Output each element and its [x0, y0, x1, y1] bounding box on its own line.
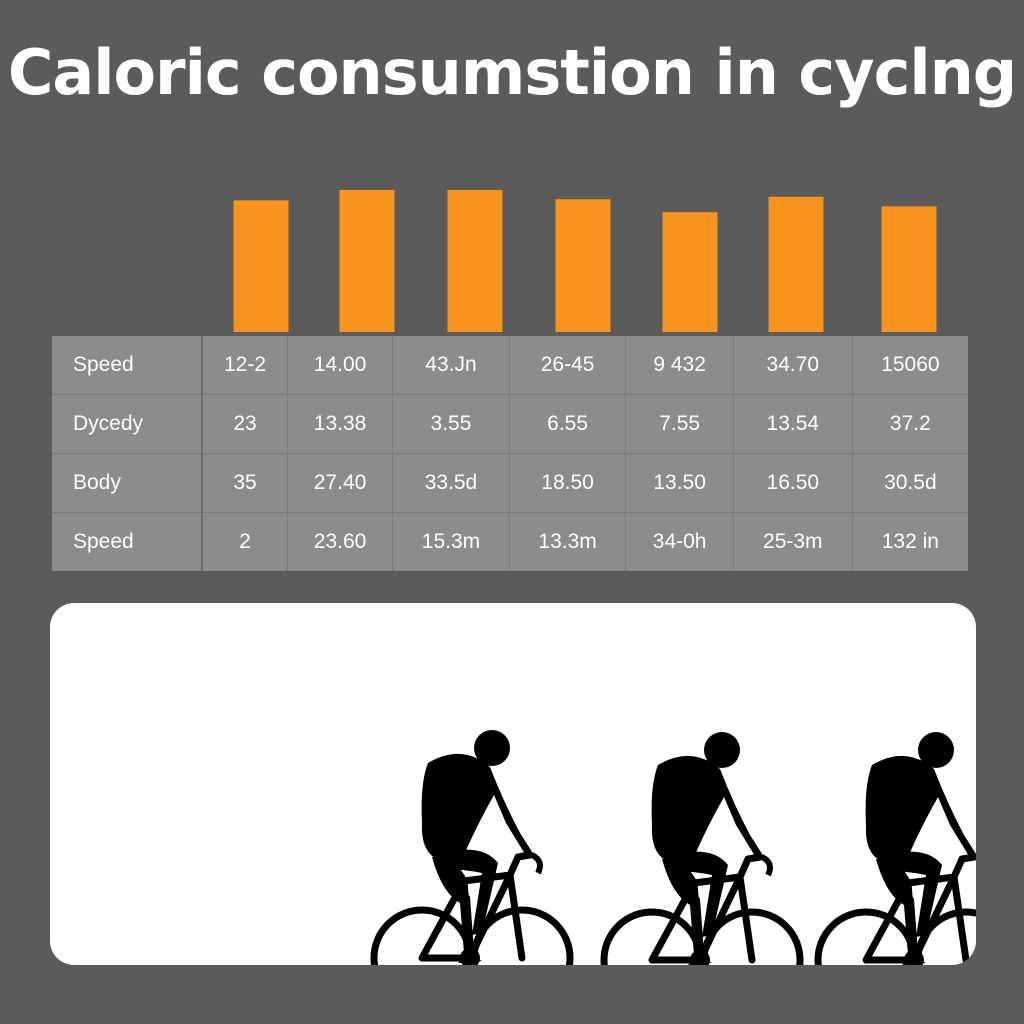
- table-cell: 30.5d: [852, 453, 968, 513]
- table-cell: 12-2: [202, 336, 288, 395]
- table-cell: 34.70: [733, 336, 853, 395]
- table-cell: 15.3m: [392, 512, 510, 571]
- table-cell: 132 in: [881, 530, 939, 553]
- table-row: Body 35 27.40 33.5d 18.50 13.50 16.50 30.5d: [52, 453, 968, 513]
- bar-7: [881, 206, 937, 332]
- bar-3: [447, 190, 503, 332]
- table-cell: 3.55: [392, 394, 510, 454]
- chart-title: Caloric consumstion in cyclng: [7, 36, 1017, 109]
- bar-6: [768, 196, 824, 332]
- table-cell: 27.40: [287, 453, 394, 513]
- table-body: Speed 12-2 14.00 43.Jn 26-45 9 432 34.70 15060 D…: [52, 336, 968, 571]
- table-cell: 14.00: [287, 336, 394, 395]
- table-cell: 23: [202, 394, 288, 454]
- table-cell: 2: [202, 512, 288, 571]
- row-label: Body: [52, 453, 203, 513]
- bar-1: [233, 200, 289, 332]
- row-label: Speed: [52, 512, 203, 571]
- row-label: Speed: [52, 336, 203, 395]
- table-cell: 15060: [852, 336, 968, 395]
- cyclist-silhouette-icon: [818, 732, 976, 965]
- table-cell: 43.Jn: [392, 336, 510, 395]
- table-cell: 35: [202, 453, 288, 513]
- table-cell: 18.50: [509, 453, 627, 513]
- table-cell: 13.54: [733, 394, 853, 454]
- illustration-panel: [50, 603, 976, 965]
- table-cell: 33.5d: [392, 453, 510, 513]
- table-cell: 37.2: [852, 394, 968, 454]
- bar-4: [555, 199, 611, 332]
- table-cell: 25-3m: [733, 512, 853, 571]
- table-cell: 6.55: [509, 394, 627, 454]
- table-cell: 13.50: [625, 453, 734, 513]
- cyclists-illustration: [50, 603, 976, 965]
- table-cell: 13.3m: [509, 512, 627, 571]
- table-row: Speed 2 23.60 15.3m 13.3m 34-0h 25-3m 132 in: [52, 512, 968, 571]
- table-row: Speed 12-2 14.00 43.Jn 26-45 9 432 34.70 15060: [52, 336, 968, 395]
- table-cell: 16.50: [733, 453, 853, 513]
- table-cell: 13.38: [287, 394, 394, 454]
- table-cell: 26-45: [509, 336, 627, 395]
- bar-2: [339, 190, 395, 332]
- table-cell: 34-0h: [625, 512, 734, 571]
- bar-chart: [233, 190, 937, 332]
- data-table: Speed 12-2 14.00 43.Jn 26-45 9 432 34.70 15060 D…: [52, 336, 968, 571]
- cyclist-silhouette-icon: [374, 730, 570, 965]
- table-cell: 7.55: [625, 394, 734, 454]
- bar-5: [662, 212, 718, 332]
- table-cell: 9 432: [625, 336, 734, 395]
- row-label: Dycedy: [52, 394, 203, 454]
- table-row: Dycedy 23 13.38 3.55 6.55 7.55 13.54 37.2: [52, 394, 968, 454]
- cyclist-silhouette-icon: [604, 732, 800, 965]
- table-cell: 23.60: [287, 512, 394, 571]
